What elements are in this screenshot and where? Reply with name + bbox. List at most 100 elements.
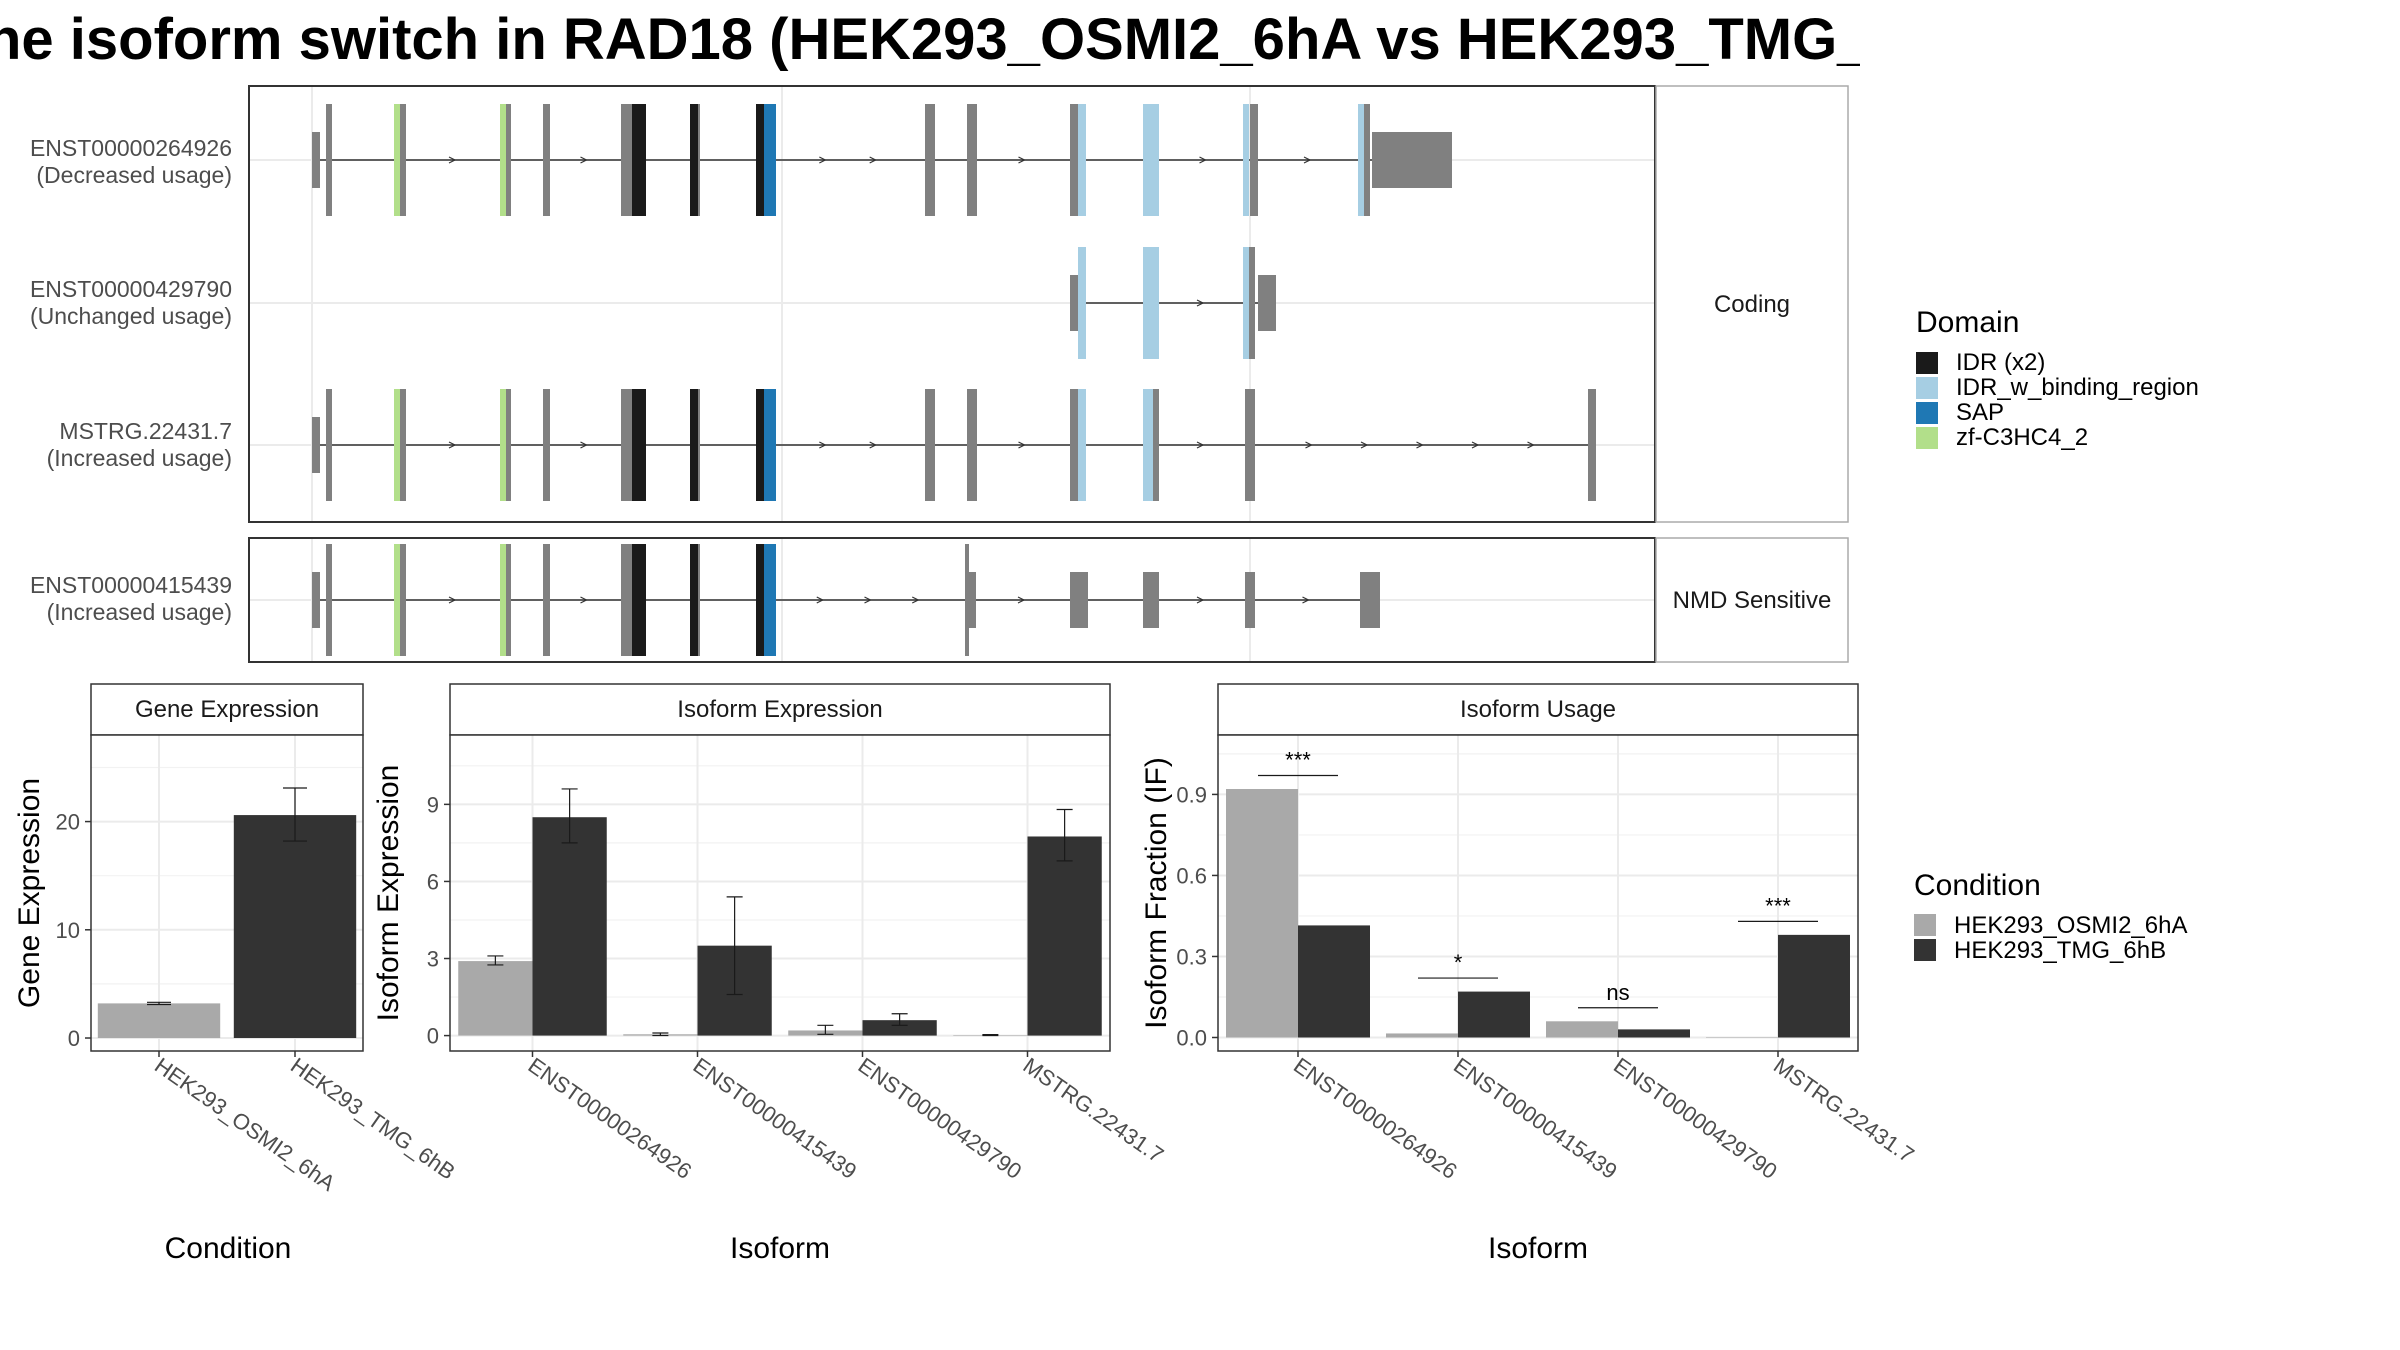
intron-arrow xyxy=(1360,441,1369,449)
y-tick-label: 3 xyxy=(427,947,439,972)
intron-arrow xyxy=(1196,299,1205,307)
y-tick-label: 0 xyxy=(427,1024,439,1049)
x-tick-label: MSTRG.22431.7 xyxy=(1769,1053,1919,1168)
exon xyxy=(925,104,935,216)
exon xyxy=(543,104,550,216)
intron-arrow xyxy=(819,441,827,449)
domain-segment xyxy=(756,544,764,656)
transcript-label-usage: (Increased usage) xyxy=(47,599,232,625)
bar xyxy=(862,1020,937,1036)
legend-swatch-idr-w-binding-region xyxy=(1916,377,1938,399)
y-tick-label: 0.3 xyxy=(1176,944,1207,969)
panel-title: Gene Expression xyxy=(135,696,319,723)
nmd-strip xyxy=(1655,537,1849,663)
y-tick-label: 20 xyxy=(56,810,80,835)
panel-title: Isoform Usage xyxy=(1460,696,1616,723)
exon xyxy=(396,544,406,656)
domain-segment xyxy=(764,104,776,216)
x-tick-label: MSTRG.22431.7 xyxy=(1019,1053,1169,1168)
domain-segment xyxy=(394,104,400,216)
exon xyxy=(1250,104,1258,216)
bar xyxy=(1618,1029,1690,1038)
exon xyxy=(326,544,332,656)
exon xyxy=(502,544,511,656)
strip-coding-label: Coding xyxy=(1714,291,1790,318)
exon xyxy=(1245,247,1255,359)
domain-segment xyxy=(690,104,698,216)
intron-arrow xyxy=(1017,596,1026,604)
domain-segment xyxy=(632,544,646,656)
exon xyxy=(967,389,977,501)
x-tick-label: ENST00000264926 xyxy=(524,1053,697,1184)
intron-arrow xyxy=(1199,156,1207,164)
bar xyxy=(1458,991,1530,1038)
intron-arrow xyxy=(1196,596,1205,604)
significance-label: *** xyxy=(1285,748,1311,773)
domain-segment xyxy=(1143,389,1153,501)
intron-arrow xyxy=(869,156,878,164)
exon xyxy=(396,389,406,501)
intron-arrow xyxy=(580,596,588,604)
panel-strip xyxy=(449,683,1111,736)
legend-swatch-zf-c3hc4-2 xyxy=(1916,427,1938,449)
transcript-label-id: ENST00000429790 xyxy=(30,276,232,302)
intron-arrow xyxy=(1018,441,1026,449)
figure-title: he isoform switch in RAD18 (HEK293_OSMI2… xyxy=(0,0,1860,80)
domain-segment xyxy=(394,389,400,501)
x-axis-title: Isoform xyxy=(1488,1232,1588,1265)
domain-segment xyxy=(1078,104,1086,216)
intron-arrow xyxy=(1196,441,1205,449)
exon xyxy=(621,389,635,501)
domain-segment xyxy=(1078,389,1086,501)
exon xyxy=(1070,572,1088,628)
domain-segment xyxy=(690,389,698,501)
transcript-label-usage: (Decreased usage) xyxy=(36,162,232,188)
legend-swatch-tmg xyxy=(1914,939,1936,961)
legend-label-tmg: HEK293_TMG_6hB xyxy=(1954,937,2166,964)
exon xyxy=(967,104,977,216)
exon xyxy=(965,544,969,656)
bar xyxy=(1027,836,1102,1036)
legend-swatch-sap xyxy=(1916,402,1938,424)
transcript-label-id: ENST00000415439 xyxy=(30,572,232,598)
intron-arrow xyxy=(819,156,827,164)
transcript-label-id: MSTRG.22431.7 xyxy=(59,418,232,444)
intron-arrow xyxy=(1471,441,1480,449)
exon xyxy=(312,417,320,473)
intron-arrow xyxy=(869,441,878,449)
bar xyxy=(1546,1021,1618,1038)
y-tick-label: 0.9 xyxy=(1176,782,1207,807)
exon xyxy=(1372,132,1452,188)
domain-segment xyxy=(394,544,400,656)
domain-segment xyxy=(1078,247,1086,359)
y-tick-label: 9 xyxy=(427,792,439,817)
intron-arrow xyxy=(1305,441,1313,449)
condition-legend-title: Condition xyxy=(1914,869,2041,902)
exon xyxy=(621,104,635,216)
domain-segment xyxy=(1243,247,1249,359)
domain-segment xyxy=(500,389,506,501)
domain-legend: Domain IDR (x2) IDR_w_binding_region SAP… xyxy=(1916,306,2199,451)
significance-label: * xyxy=(1454,950,1463,975)
bar xyxy=(458,961,533,1036)
exon xyxy=(543,389,550,501)
title-text: he isoform switch in RAD18 (HEK293_OSMI2… xyxy=(0,7,1860,72)
intron-arrow xyxy=(864,596,872,604)
exon xyxy=(1360,572,1380,628)
intron-arrow xyxy=(580,156,588,164)
exon xyxy=(925,389,935,501)
exon xyxy=(543,544,550,656)
exon xyxy=(502,389,511,501)
y-axis-title: Gene Expression xyxy=(13,778,46,1008)
bar-charts: Gene Expression01020HEK293_OSMI2_6hAHEK2… xyxy=(13,683,1919,1265)
y-axis-title: Isoform Expression xyxy=(372,765,405,1022)
plot-frame xyxy=(449,734,1111,1052)
significance-label: *** xyxy=(1765,893,1791,918)
intron-arrow xyxy=(1018,156,1026,164)
x-tick-label: ENST00000415439 xyxy=(1449,1053,1622,1184)
domain-segment xyxy=(500,104,506,216)
exon xyxy=(1245,389,1255,501)
legend-label-idr-x2: IDR (x2) xyxy=(1956,349,2045,376)
y-tick-label: 0.0 xyxy=(1176,1025,1207,1050)
x-axis-title: Condition xyxy=(165,1232,292,1265)
